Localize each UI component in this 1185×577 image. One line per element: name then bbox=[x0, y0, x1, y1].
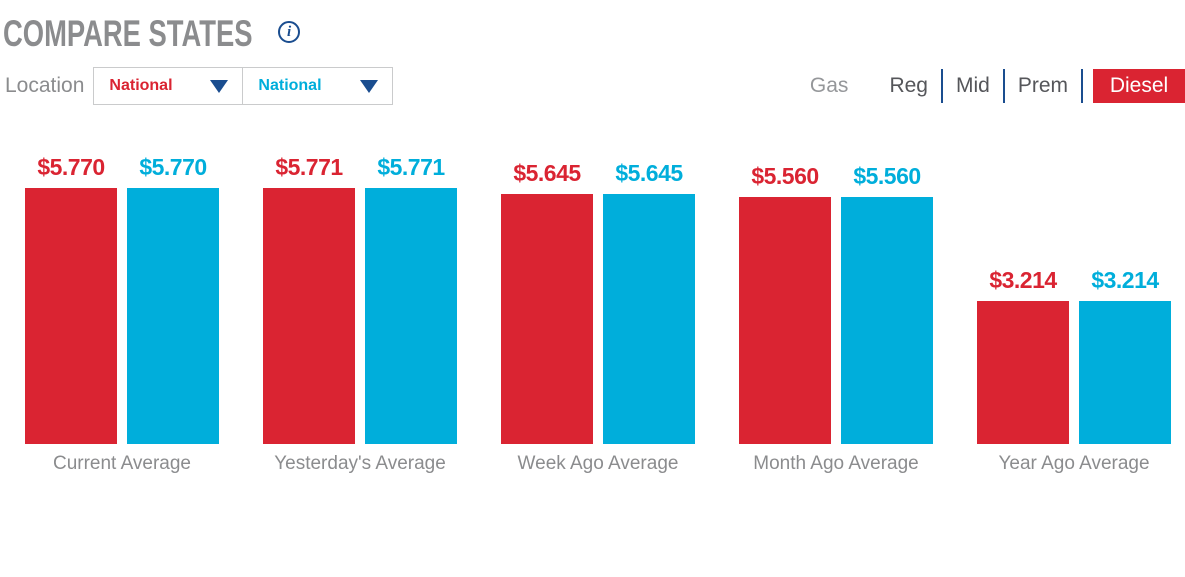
price-bar bbox=[739, 197, 831, 444]
bar-pair: $5.770 $5.770 bbox=[25, 149, 219, 444]
bar-value-label: $3.214 bbox=[1091, 267, 1159, 293]
bar-value-label: $5.770 bbox=[139, 154, 207, 180]
chart-category-label: Current Average bbox=[52, 453, 191, 474]
location-label: Location bbox=[5, 74, 85, 97]
controls-row: Location National National Gas Reg Mid P… bbox=[0, 67, 1185, 105]
bar-pair: $5.645 $5.645 bbox=[501, 149, 695, 444]
location-dropdown-left[interactable]: National bbox=[94, 68, 244, 104]
fuel-type-selector: Gas Reg Mid Prem Diesel bbox=[798, 67, 1185, 105]
price-comparison-chart: $5.770 $5.770 Current Average $5.771 $5.771 Y… bbox=[0, 149, 1185, 475]
bar-value-label: $5.645 bbox=[513, 160, 581, 186]
chart-category-label: Month Ago Average bbox=[753, 453, 919, 474]
price-bar bbox=[1079, 301, 1171, 444]
location-dropdown-right[interactable]: National bbox=[243, 68, 392, 104]
bar-column: $5.560 bbox=[841, 149, 933, 444]
price-bar bbox=[25, 188, 117, 444]
bar-pair: $5.771 $5.771 bbox=[263, 149, 457, 444]
page-title: COMPARE STATES bbox=[3, 13, 253, 54]
bar-column: $3.214 bbox=[1079, 149, 1171, 444]
fuel-option-diesel-selected[interactable]: Diesel bbox=[1093, 69, 1185, 103]
bar-column: $5.771 bbox=[263, 149, 355, 444]
bar-column: $5.770 bbox=[127, 149, 219, 444]
location-dropdown-left-value: National bbox=[109, 77, 173, 94]
location-dropdowns: National National bbox=[93, 67, 394, 105]
price-bar bbox=[977, 301, 1069, 444]
fuel-divider bbox=[940, 69, 943, 103]
bar-column: $5.645 bbox=[501, 149, 593, 444]
fuel-option-reg[interactable]: Reg bbox=[889, 74, 928, 97]
price-bar bbox=[127, 188, 219, 444]
bar-value-label: $5.645 bbox=[615, 160, 683, 186]
bar-column: $5.560 bbox=[739, 149, 831, 444]
price-bar bbox=[365, 188, 457, 444]
chart-category-label: Week Ago Average bbox=[517, 453, 679, 474]
fuel-option-prem[interactable]: Prem bbox=[1017, 74, 1068, 97]
fuel-gas-label: Gas bbox=[809, 74, 849, 97]
bar-column: $5.645 bbox=[603, 149, 695, 444]
bar-value-label: $5.771 bbox=[275, 154, 343, 180]
bar-value-label: $5.771 bbox=[377, 154, 445, 180]
chart-group: $5.560 $5.560 Month Ago Average bbox=[739, 149, 933, 475]
price-bar bbox=[501, 194, 593, 444]
price-bar bbox=[841, 197, 933, 444]
bar-column: $3.214 bbox=[977, 149, 1069, 444]
price-bar bbox=[263, 188, 355, 444]
info-icon[interactable]: i bbox=[278, 21, 301, 43]
chart-group: $5.645 $5.645 Week Ago Average bbox=[501, 149, 695, 475]
bar-value-label: $5.770 bbox=[37, 154, 105, 180]
location-dropdown-right-value: National bbox=[258, 77, 322, 94]
header: COMPARE STATES i bbox=[0, 0, 1185, 54]
bar-value-label: $5.560 bbox=[853, 163, 921, 189]
fuel-divider bbox=[1081, 69, 1083, 103]
bar-value-label: $3.214 bbox=[989, 267, 1057, 293]
chevron-down-icon bbox=[210, 79, 229, 93]
chart-category-label: Yesterday's Average bbox=[274, 453, 446, 474]
bar-column: $5.770 bbox=[25, 149, 117, 444]
bar-pair: $5.560 $5.560 bbox=[739, 149, 933, 444]
chart-category-label: Year Ago Average bbox=[998, 453, 1150, 474]
chart-group: $5.770 $5.770 Current Average bbox=[25, 149, 219, 475]
chevron-down-icon bbox=[360, 79, 379, 93]
bar-value-label: $5.560 bbox=[751, 163, 819, 189]
fuel-divider bbox=[1002, 69, 1005, 103]
price-bar bbox=[603, 194, 695, 444]
chart-group: $3.214 $3.214 Year Ago Average bbox=[977, 149, 1171, 475]
fuel-option-mid[interactable]: Mid bbox=[955, 74, 990, 97]
bar-column: $5.771 bbox=[365, 149, 457, 444]
bar-pair: $3.214 $3.214 bbox=[977, 149, 1171, 444]
chart-group: $5.771 $5.771 Yesterday's Average bbox=[263, 149, 457, 475]
